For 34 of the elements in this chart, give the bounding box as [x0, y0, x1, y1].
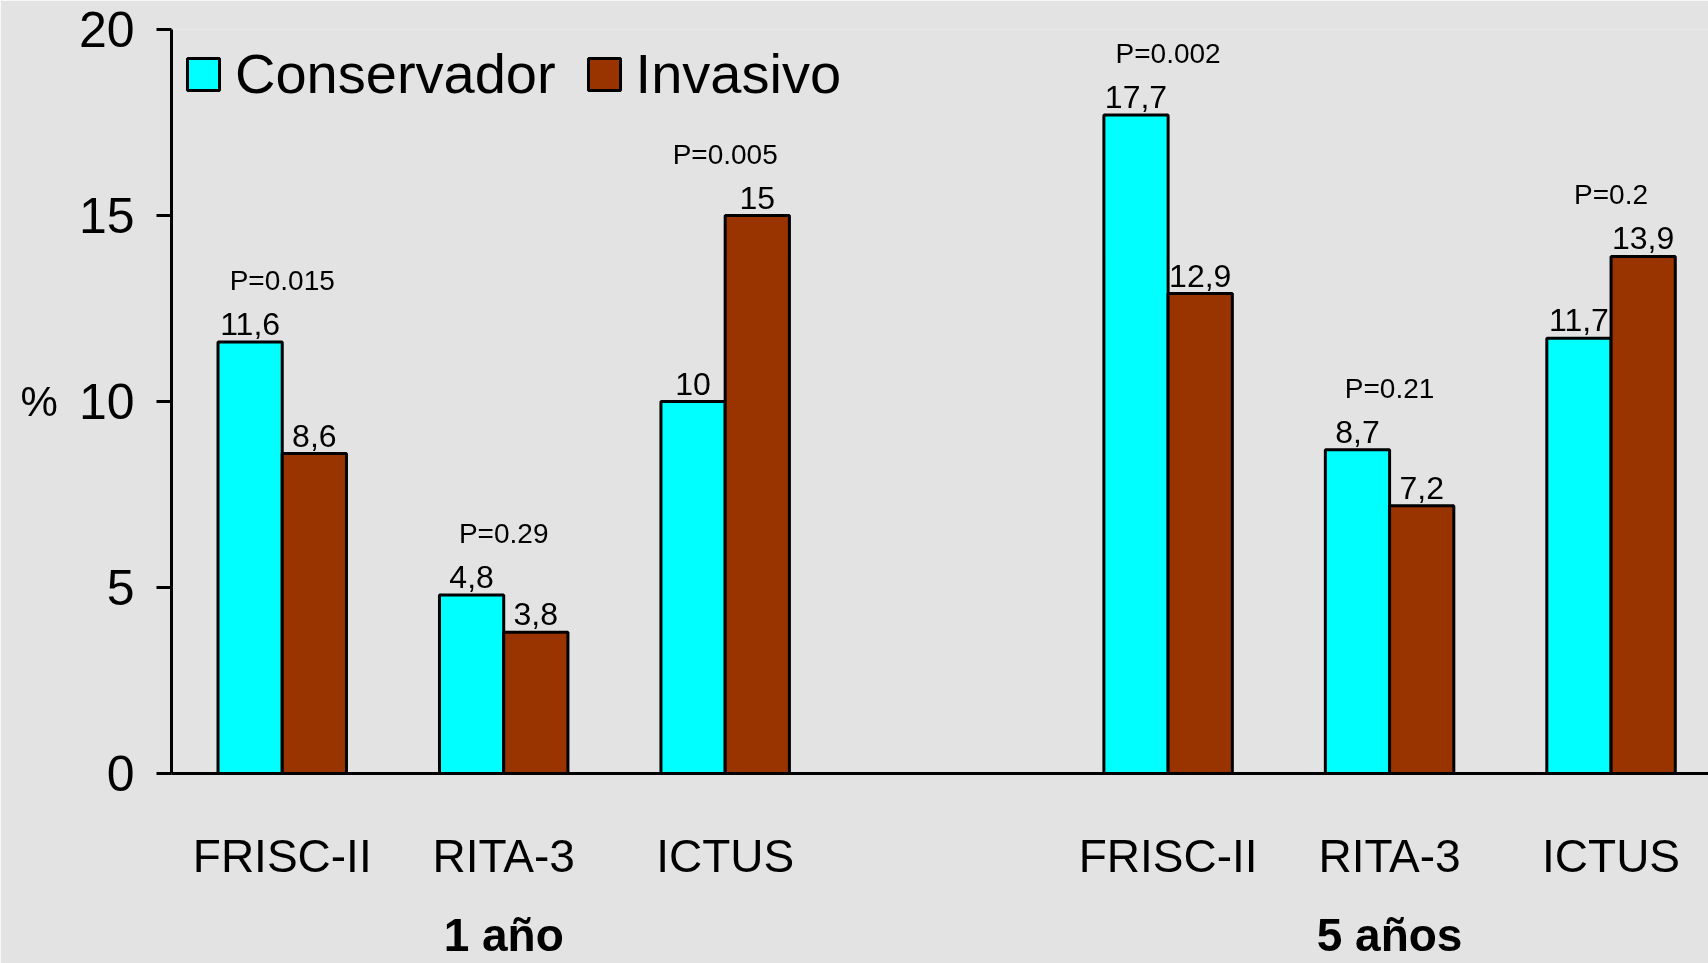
annotation: P=0.29 [458, 517, 549, 549]
legend-label: Conservador [235, 41, 556, 106]
data-label: 8,7 [1335, 413, 1380, 450]
annotation: P=0.005 [672, 138, 778, 170]
data-label: 13,9 [1612, 220, 1675, 257]
x-tick-label: FRISC-II [192, 829, 372, 882]
y-tick-label: 10 [78, 374, 135, 430]
data-label: 7,2 [1399, 469, 1444, 506]
data-label: 11,6 [220, 305, 281, 342]
text: 1 año [443, 908, 564, 961]
y-axis-title: % [20, 378, 58, 425]
x-tick-label: RITA-3 [1318, 829, 1461, 882]
data-label: 11,7 [1548, 302, 1609, 339]
data-label: 12,9 [1169, 257, 1232, 294]
y-tick-label: 0 [106, 746, 135, 802]
x-tick-label: ICTUS [656, 829, 795, 882]
data-label: 15 [739, 179, 776, 216]
annotation: P=0.002 [1115, 38, 1221, 70]
data-label: 3,8 [513, 596, 559, 633]
legend-label: Invasivo [635, 41, 842, 106]
annotation: P=0.21 [1344, 372, 1435, 404]
y-tick-label: 20 [78, 2, 135, 58]
data-label: 4,8 [449, 558, 494, 595]
text: 5 años [1316, 908, 1463, 961]
x-tick-label: RITA-3 [432, 829, 575, 882]
annotation: P=0.2 [1574, 179, 1649, 211]
y-tick-label: 5 [106, 560, 135, 616]
annotation: P=0.015 [229, 264, 335, 296]
x-tick-label: FRISC-II [1078, 829, 1258, 882]
data-label: 8,6 [292, 417, 337, 454]
y-tick-label: 15 [78, 188, 135, 244]
data-label: 17,7 [1104, 79, 1168, 116]
data-label: 10 [675, 365, 711, 402]
x-tick-label: ICTUS [1542, 829, 1681, 882]
